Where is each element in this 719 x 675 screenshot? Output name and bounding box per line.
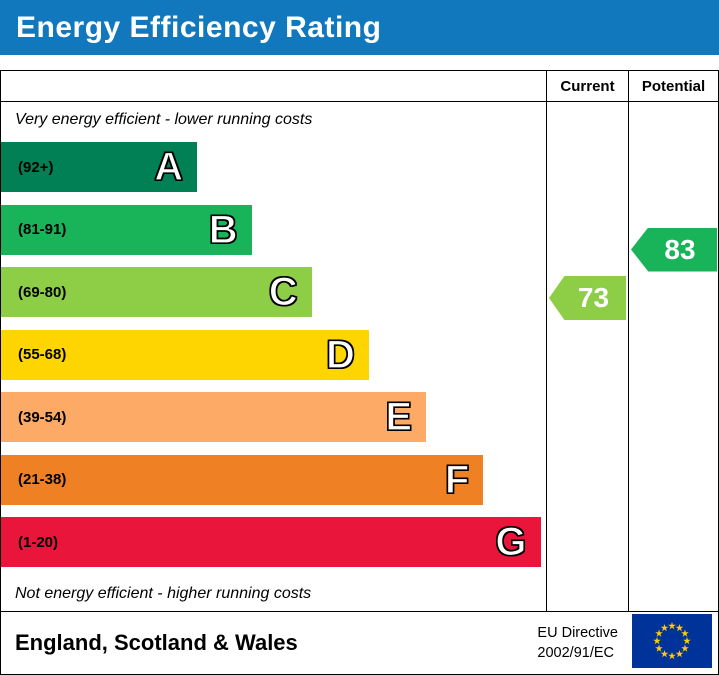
potential-rating-arrow: 83 xyxy=(631,227,717,272)
band-range-label: (69-80) xyxy=(18,283,67,301)
current-rating-arrow: 73 xyxy=(549,276,626,320)
current-rating-value: 73 xyxy=(577,282,610,313)
band-letter: B xyxy=(208,207,238,252)
band-b: (81-91) B xyxy=(1,204,252,255)
band-letter: D xyxy=(325,332,355,377)
band-e: (39-54) E xyxy=(1,392,427,442)
potential-rating-column: 83 xyxy=(628,102,718,611)
band-range-label: (92+) xyxy=(18,158,54,176)
band-d: (55-68) D xyxy=(1,329,369,380)
band-letter: F xyxy=(444,457,470,502)
eu-directive-label: EU Directive 2002/91/EC xyxy=(537,623,618,664)
band-letter: G xyxy=(495,520,527,564)
band-letter: E xyxy=(385,395,413,439)
band-range-label: (21-38) xyxy=(18,471,67,488)
band-g: (1-20) G xyxy=(1,517,541,567)
band-c: (69-80) C xyxy=(1,267,312,317)
potential-rating-value: 83 xyxy=(664,233,696,265)
eu-flag-icon xyxy=(632,613,712,668)
potential-column-header: Potential xyxy=(628,71,718,101)
eu-directive-line2: 2002/91/EC xyxy=(537,645,615,661)
band-range-label: (81-91) xyxy=(18,221,67,238)
band-letter: A xyxy=(154,145,184,189)
bands-column: Very energy efficient - lower running co… xyxy=(1,102,546,611)
band-range-label: (55-68) xyxy=(18,346,67,363)
region-label: England, Scotland & Wales xyxy=(15,630,298,655)
rating-bands: (92+) A (81-91) B (69-80) C (55-68) D (39-54) E (2… xyxy=(1,142,546,580)
title-bar: Energy Efficiency Rating xyxy=(0,0,719,55)
current-column-header: Current xyxy=(546,71,628,101)
band-range-label: (1-20) xyxy=(18,533,59,551)
band-range-label: (39-54) xyxy=(18,408,67,426)
rating-table: Current Potential Very energy efficient … xyxy=(0,70,719,675)
page-title: Energy Efficiency Rating xyxy=(16,10,382,44)
bottom-note: Not energy efficient - higher running co… xyxy=(15,585,312,602)
chart-body: Very energy efficient - lower running co… xyxy=(1,102,718,611)
band-a: (92+) A xyxy=(1,142,198,192)
band-f: (21-38) F xyxy=(1,454,484,505)
eu-flag-container xyxy=(632,613,712,673)
table-footer-row: England, Scotland & Wales EU Directive 2… xyxy=(1,611,718,674)
table-header-row: Current Potential xyxy=(1,71,718,102)
current-rating-column: 73 xyxy=(546,102,628,611)
band-letter: C xyxy=(268,270,298,314)
eu-directive-line1: EU Directive xyxy=(537,624,618,641)
top-note: Very energy efficient - lower running co… xyxy=(15,111,313,128)
